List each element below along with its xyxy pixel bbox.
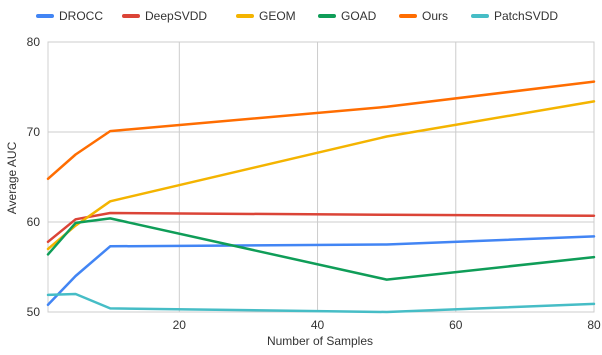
legend-label: PatchSVDD	[494, 9, 558, 23]
legend-item-geom[interactable]: GEOM	[236, 9, 296, 23]
legend-item-deepsvdd[interactable]: DeepSVDD	[122, 9, 207, 23]
legend-label: DROCC	[59, 9, 103, 23]
x-tick-label: 40	[311, 318, 325, 332]
y-tick-label: 80	[27, 35, 41, 49]
series-line-drocc	[46, 235, 596, 307]
series-line-geom	[46, 100, 596, 251]
y-tick-label: 70	[27, 125, 41, 139]
x-tick-label: 20	[173, 318, 187, 332]
plot-frame	[47, 41, 595, 313]
legend-label: GOAD	[341, 9, 377, 23]
legend-label: Ours	[422, 9, 448, 23]
y-tick-label: 50	[27, 305, 41, 319]
series-line-goad	[46, 217, 596, 281]
series-line-patchsvdd	[46, 292, 596, 314]
y-tick-label: 60	[27, 215, 41, 229]
series-lines	[46, 80, 596, 314]
legend-item-goad[interactable]: GOAD	[318, 9, 377, 23]
legend-label: GEOM	[259, 9, 296, 23]
series-line-ours	[46, 80, 596, 181]
x-axis-title: Number of Samples	[267, 334, 373, 348]
legend: DROCC DeepSVDD GEOM GOAD Ours PatchSVDD	[36, 9, 558, 23]
series-line-deepsvdd	[46, 211, 596, 244]
legend-item-drocc[interactable]: DROCC	[36, 9, 103, 23]
axis-ticks: 50 60 70 80 20 40 60 80	[27, 35, 601, 332]
x-tick-label: 60	[449, 318, 463, 332]
grid	[47, 41, 595, 313]
legend-item-ours[interactable]: Ours	[399, 9, 448, 23]
y-axis-title: Average AUC	[5, 141, 19, 214]
legend-label: DeepSVDD	[145, 9, 207, 23]
x-tick-label: 80	[587, 318, 601, 332]
legend-item-patchsvdd[interactable]: PatchSVDD	[471, 9, 558, 23]
